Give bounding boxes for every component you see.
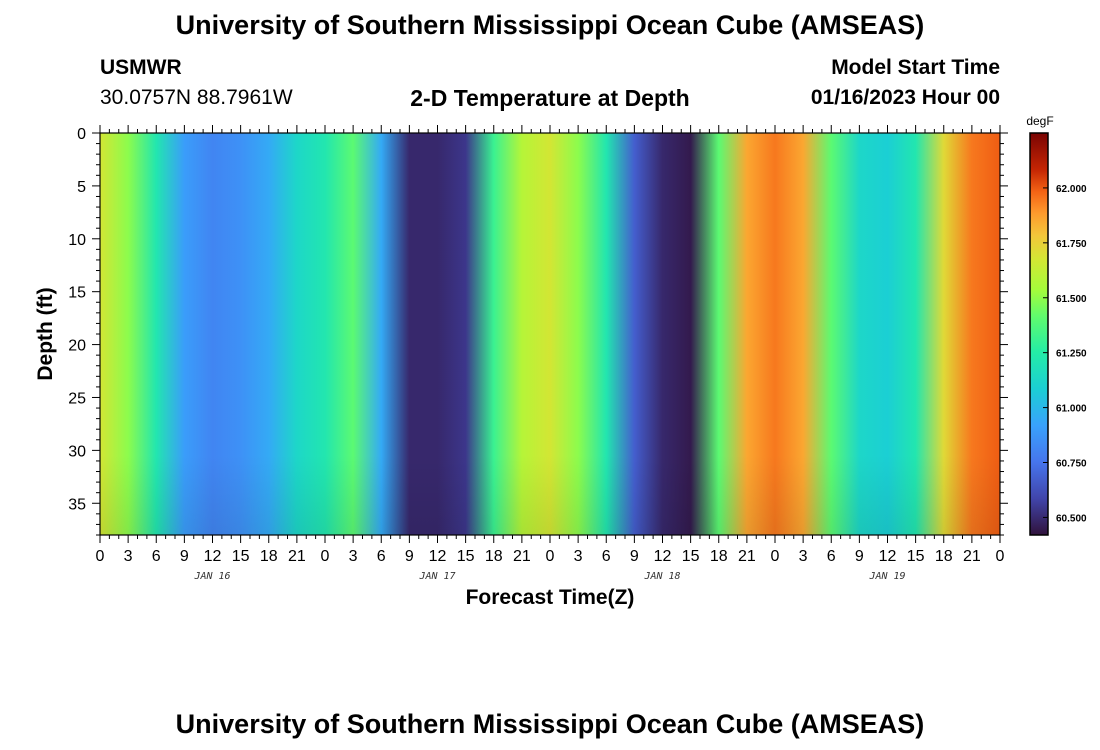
day-label: JAN 18 <box>643 571 680 582</box>
colorbar-unit: degF <box>1026 114 1053 128</box>
y-tick-label: 5 <box>77 179 86 196</box>
x-tick-label: 18 <box>710 548 728 565</box>
colorbar-tick-label: 61.750 <box>1056 239 1087 250</box>
x-tick-label: 15 <box>457 548 475 565</box>
day-label: JAN 16 <box>193 571 230 582</box>
x-tick-label: 6 <box>377 548 386 565</box>
x-tick-label: 3 <box>799 548 808 565</box>
x-tick-label: 12 <box>429 548 447 565</box>
x-tick-label: 9 <box>630 548 639 565</box>
colorbar <box>1029 132 1049 536</box>
x-tick-label: 21 <box>963 548 981 565</box>
y-tick-label: 15 <box>68 285 86 302</box>
colorbar-tick-label: 61.250 <box>1056 349 1087 360</box>
x-tick-label: 15 <box>907 548 925 565</box>
x-tick-label: 6 <box>827 548 836 565</box>
colorbar-tick-label: 61.500 <box>1056 294 1087 305</box>
x-tick-label: 9 <box>405 548 414 565</box>
x-tick-label: 0 <box>996 548 1005 565</box>
station-coords: 30.0757N 88.7961W <box>100 86 293 109</box>
footer-title: University of Southern Mississippi Ocean… <box>175 709 925 739</box>
page-title: University of Southern Mississippi Ocean… <box>175 10 925 40</box>
x-tick-label: 12 <box>204 548 222 565</box>
y-tick-label: 25 <box>68 390 86 407</box>
colorbar-ticks: 62.000 61.750 61.500 61.250 61.000 60.750 60.5… <box>1043 184 1087 524</box>
x-tick-label: 15 <box>682 548 700 565</box>
x-tick-label: 12 <box>654 548 672 565</box>
x-tick-label: 0 <box>321 548 330 565</box>
colorbar-tick-label: 62.000 <box>1056 184 1087 195</box>
y-tick-label: 30 <box>68 443 86 460</box>
y-tick-label: 35 <box>68 496 86 513</box>
heatmap-depth-shading <box>100 133 1000 535</box>
x-tick-label: 0 <box>96 548 105 565</box>
x-tick-label: 6 <box>152 548 161 565</box>
x-tick-label: 21 <box>288 548 306 565</box>
colorbar-tick-label: 61.000 <box>1056 404 1087 415</box>
x-axis-label: Forecast Time(Z) <box>466 586 635 609</box>
day-label: JAN 17 <box>418 571 455 582</box>
x-tick-label: 18 <box>935 548 953 565</box>
x-tick-label: 9 <box>855 548 864 565</box>
x-tick-label: 18 <box>485 548 503 565</box>
x-tick-label: 3 <box>124 548 133 565</box>
x-tick-label: 9 <box>180 548 189 565</box>
colorbar-tick-label: 60.750 <box>1056 459 1087 470</box>
y-tick-label: 0 <box>77 126 86 143</box>
x-tick-label: 0 <box>771 548 780 565</box>
model-start-label: Model Start Time <box>831 56 1000 79</box>
x-tick-label: 18 <box>260 548 278 565</box>
x-tick-label: 6 <box>602 548 611 565</box>
y-tick-label: 20 <box>68 338 86 355</box>
model-start-value: 01/16/2023 Hour 00 <box>810 86 1000 109</box>
x-axis: 0 3 6 9 12 15 18 21 0 3 6 9 12 15 18 21 0 3 6 9 12 15 18 21 0 3 6 9… <box>96 125 1005 582</box>
colorbar-tick-label: 60.500 <box>1056 513 1087 524</box>
x-tick-label: 15 <box>232 548 250 565</box>
x-tick-label: 3 <box>349 548 358 565</box>
x-tick-label: 21 <box>738 548 756 565</box>
station-name: USMWR <box>100 56 182 79</box>
day-label: JAN 19 <box>868 571 905 582</box>
y-tick-label: 10 <box>68 232 86 249</box>
y-axis: 0 5 10 15 20 25 30 35 <box>68 126 1008 536</box>
x-tick-label: 3 <box>574 548 583 565</box>
x-tick-label: 0 <box>546 548 555 565</box>
x-tick-label: 21 <box>513 548 531 565</box>
y-axis-label: Depth (ft) <box>34 287 57 380</box>
x-tick-label: 12 <box>879 548 897 565</box>
plot-title: 2-D Temperature at Depth <box>410 85 690 111</box>
